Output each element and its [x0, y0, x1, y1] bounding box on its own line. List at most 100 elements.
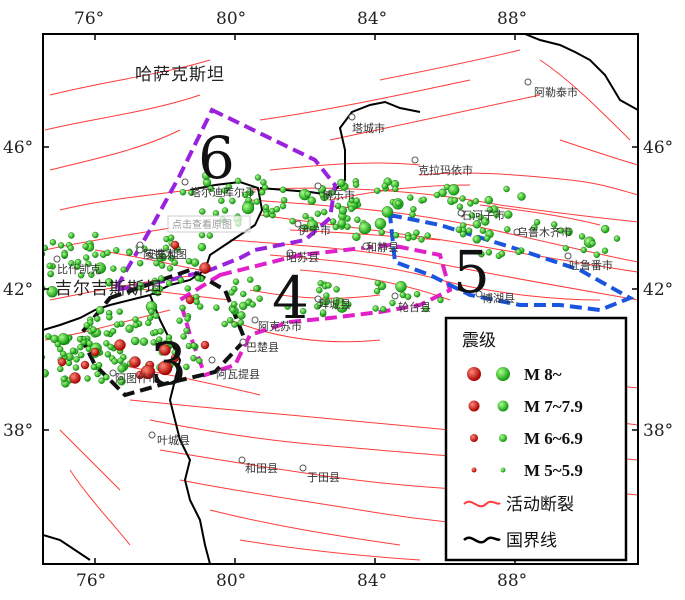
quake-marker-green [374, 187, 381, 195]
quake-marker-green [145, 319, 152, 327]
city-label: 石河子市 [461, 208, 505, 222]
quake-marker-green [323, 292, 330, 299]
zone-label-6: 6 [198, 124, 235, 192]
legend-label-m6: M 6~6.9 [524, 429, 583, 448]
city-label: 叶城县 [157, 434, 190, 447]
quake-marker-green [353, 197, 360, 204]
quake-marker-green [106, 314, 113, 321]
quake-marker-green [418, 236, 425, 243]
quake-marker-green [184, 285, 192, 292]
quake-marker-green [240, 290, 247, 298]
quake-marker-green [531, 224, 538, 231]
quake-marker-green [152, 312, 160, 319]
legend-label-m7: M 7~7.9 [524, 397, 583, 416]
quake-marker-green [247, 276, 254, 283]
quake-marker-green [232, 278, 240, 285]
quake-marker-green [481, 217, 490, 226]
legend: 震级 M 8~ M 7~7.9 M 6~6.9 M 5~5.9 活动断裂 国界线 [444, 316, 628, 562]
lon-tick-84: 84° [357, 9, 387, 29]
quake-marker-green [148, 308, 155, 315]
quake-marker-green [198, 231, 206, 239]
quake-marker-red [199, 262, 211, 274]
quake-marker-green [111, 358, 118, 365]
legend-label-m8: M 8~ [524, 365, 562, 384]
quake-marker-green [165, 338, 173, 345]
quake-marker-green [83, 322, 91, 329]
quake-marker-green [117, 357, 124, 364]
quake-marker-green [472, 235, 481, 244]
city-marker [524, 78, 532, 86]
quake-marker-green [225, 183, 233, 190]
city-label: 阿拉木图 [143, 247, 187, 261]
quake-marker-green [199, 208, 206, 215]
quake-marker-green [113, 321, 121, 328]
quake-marker-green [381, 182, 388, 190]
city-label: 拜城县 [318, 298, 351, 311]
quake-marker-green [410, 205, 417, 213]
quake-marker-green [212, 210, 220, 217]
quake-marker-green [60, 350, 67, 358]
quake-marker-green [422, 305, 430, 313]
lon-tick-88: 88° [497, 9, 527, 29]
quake-marker-green [57, 365, 64, 373]
quake-marker-green [78, 351, 85, 359]
quake-marker-green [27, 340, 33, 346]
quake-marker-red [80, 360, 90, 370]
quake-marker-green [465, 227, 473, 234]
quake-marker-green [321, 208, 328, 216]
city-label: 阿克苏市 [258, 319, 302, 333]
quake-marker-green [237, 319, 245, 326]
quake-marker-green [206, 232, 214, 239]
quake-marker-green [29, 367, 35, 373]
quake-marker-green [498, 250, 506, 257]
quake-marker-green [85, 260, 92, 268]
quake-marker-green [472, 197, 480, 205]
quake-marker-green [433, 191, 441, 199]
quake-marker-green [109, 328, 117, 335]
quake-marker-green [389, 299, 396, 307]
quake-marker-green [459, 230, 467, 238]
quake-marker-green [171, 259, 179, 266]
quake-marker-green [158, 262, 166, 269]
quake-marker-green [179, 304, 186, 312]
quake-marker-red [157, 360, 173, 376]
quake-marker-green [183, 327, 190, 334]
quake-marker-green [196, 303, 204, 310]
quake-marker-green [348, 205, 355, 213]
quake-marker-green [113, 247, 120, 254]
quake-marker-green [95, 362, 103, 369]
quake-marker-green [479, 227, 487, 234]
quake-marker-green [180, 333, 187, 340]
city-label: 伊宁市 [298, 223, 331, 237]
quake-marker-green [551, 221, 558, 228]
quake-marker-green [13, 370, 19, 376]
quake-marker-green [136, 282, 145, 291]
quake-marker-green [150, 339, 157, 346]
lat-tick-38: 38° [3, 421, 33, 441]
quake-marker-green [166, 265, 174, 272]
quake-marker-green [337, 219, 346, 228]
quake-marker-red [114, 339, 126, 351]
quake-marker-green [467, 200, 474, 207]
quake-marker-green [94, 262, 107, 274]
city-label: 巴楚县 [246, 340, 279, 354]
quake-marker-green [392, 185, 399, 193]
city-marker [348, 113, 356, 121]
quake-marker-green [459, 195, 466, 202]
city-label: 阿勒泰市 [534, 85, 578, 99]
city-marker [109, 369, 117, 377]
quake-marker-green [448, 184, 460, 196]
quake-marker-green [43, 244, 48, 252]
quake-marker-green [332, 223, 339, 231]
quake-marker-green [221, 187, 229, 194]
quake-marker-green [228, 289, 235, 296]
quake-marker-green [151, 277, 159, 285]
quake-marker-green [533, 219, 541, 226]
quake-marker-green [177, 277, 185, 284]
quake-marker-green [333, 286, 340, 293]
quake-marker-red [185, 295, 195, 305]
quake-marker-green [120, 266, 127, 273]
earthquake-epicenters [13, 171, 621, 388]
